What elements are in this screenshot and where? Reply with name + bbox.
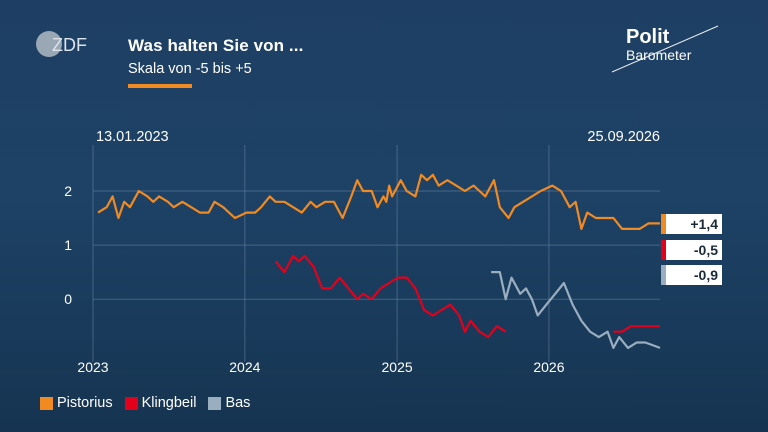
legend-label: Pistorius	[57, 395, 113, 411]
end-label-value: -0,9	[694, 267, 718, 283]
end-label-value: -0,5	[694, 242, 718, 258]
legend-item: Pistorius	[40, 395, 113, 411]
legend-item: Klingbeil	[124, 395, 197, 411]
y-tick-label: 0	[64, 291, 72, 307]
series-line-klingbeil	[274, 254, 507, 339]
end-labels: +1,4 -0,5 -0,9	[661, 214, 722, 285]
politbarometer-logo: Polit Barometer	[611, 25, 719, 73]
zdf-logo: ZDF	[36, 31, 87, 57]
x-tick-label: 2023	[77, 359, 108, 375]
legend-swatch	[208, 396, 222, 410]
legend-label: Bas	[225, 395, 251, 411]
grid-lines	[92, 145, 660, 362]
zdf-logo-text: ZDF	[52, 35, 87, 55]
end-label-box	[666, 214, 722, 234]
chart-title: Was halten Sie von ...	[128, 36, 304, 55]
end-label-box	[666, 265, 722, 285]
legend-swatch	[124, 396, 138, 410]
series-line-bas	[491, 271, 661, 349]
x-tick-label: 2026	[533, 359, 564, 375]
end-label-marker	[661, 240, 666, 260]
end-label-value: +1,4	[690, 216, 718, 232]
end-date-label: 25.09.2026	[587, 129, 660, 145]
logo-line-2: Barometer	[626, 47, 692, 63]
x-tick-label: 2024	[229, 359, 260, 375]
y-tick-label: 1	[64, 237, 72, 253]
axes: 0 1 2 2023 2024 2025 2026 13.01.2023 25.09.2026	[64, 129, 660, 375]
series-line-pistorius	[97, 173, 660, 230]
legend-swatch	[40, 396, 53, 410]
start-date-label: 13.01.2023	[96, 129, 169, 145]
legend-item: Bas	[208, 395, 250, 411]
title-underline	[128, 84, 192, 88]
end-label-box	[666, 240, 722, 260]
series-lines	[97, 173, 661, 349]
end-label-marker	[661, 265, 666, 285]
logo-line-1: Polit	[626, 26, 670, 48]
y-tick-label: 2	[64, 183, 72, 199]
legend-label: Klingbeil	[141, 395, 197, 411]
series-line-klingbeil	[613, 325, 660, 333]
chart-subtitle: Skala von -5 bis +5	[128, 61, 252, 77]
end-label-marker	[661, 214, 666, 234]
x-tick-label: 2025	[382, 359, 413, 375]
legend: Pistorius Klingbeil Bas	[40, 395, 250, 411]
